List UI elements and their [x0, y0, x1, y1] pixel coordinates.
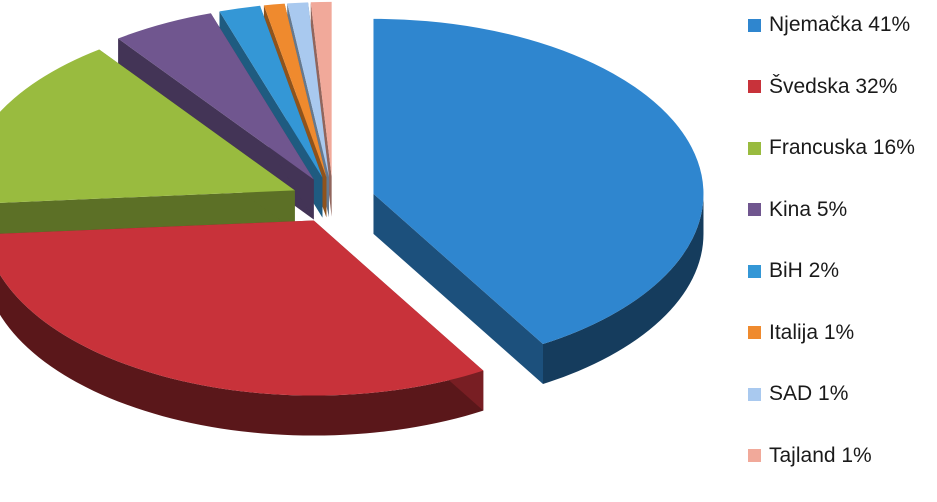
legend-label-njemacka: Njemačka 41%	[769, 13, 910, 37]
pie-chart: Njemačka 41% Švedska 32% Francuska 16% K…	[0, 0, 937, 467]
legend-label-italija: Italija 1%	[769, 321, 854, 345]
legend-swatch-svedska	[748, 80, 761, 93]
legend-item-tajland: Tajland 1%	[748, 441, 937, 471]
legend-item-italija: Italija 1%	[748, 318, 937, 348]
legend-item-sad: SAD 1%	[748, 379, 937, 409]
legend-item-francuska: Francuska 16%	[748, 133, 937, 163]
legend-swatch-italija	[748, 326, 761, 339]
legend-item-svedska: Švedska 32%	[748, 72, 937, 102]
legend-label-sad: SAD 1%	[769, 382, 848, 406]
legend-swatch-kina	[748, 203, 761, 216]
legend-item-njemacka: Njemačka 41%	[748, 10, 937, 40]
chart-legend: Njemačka 41% Švedska 32% Francuska 16% K…	[748, 10, 937, 502]
legend-swatch-sad	[748, 388, 761, 401]
pie-chart-svg	[0, 0, 740, 467]
legend-swatch-tajland	[748, 449, 761, 462]
legend-label-kina: Kina 5%	[769, 198, 847, 222]
legend-label-francuska: Francuska 16%	[769, 136, 915, 160]
legend-label-bih: BiH 2%	[769, 259, 839, 283]
legend-label-tajland: Tajland 1%	[769, 444, 872, 468]
legend-swatch-bih	[748, 265, 761, 278]
legend-item-bih: BiH 2%	[748, 256, 937, 286]
legend-swatch-njemacka	[748, 19, 761, 32]
legend-swatch-francuska	[748, 142, 761, 155]
legend-item-kina: Kina 5%	[748, 195, 937, 225]
legend-label-svedska: Švedska 32%	[769, 75, 897, 99]
